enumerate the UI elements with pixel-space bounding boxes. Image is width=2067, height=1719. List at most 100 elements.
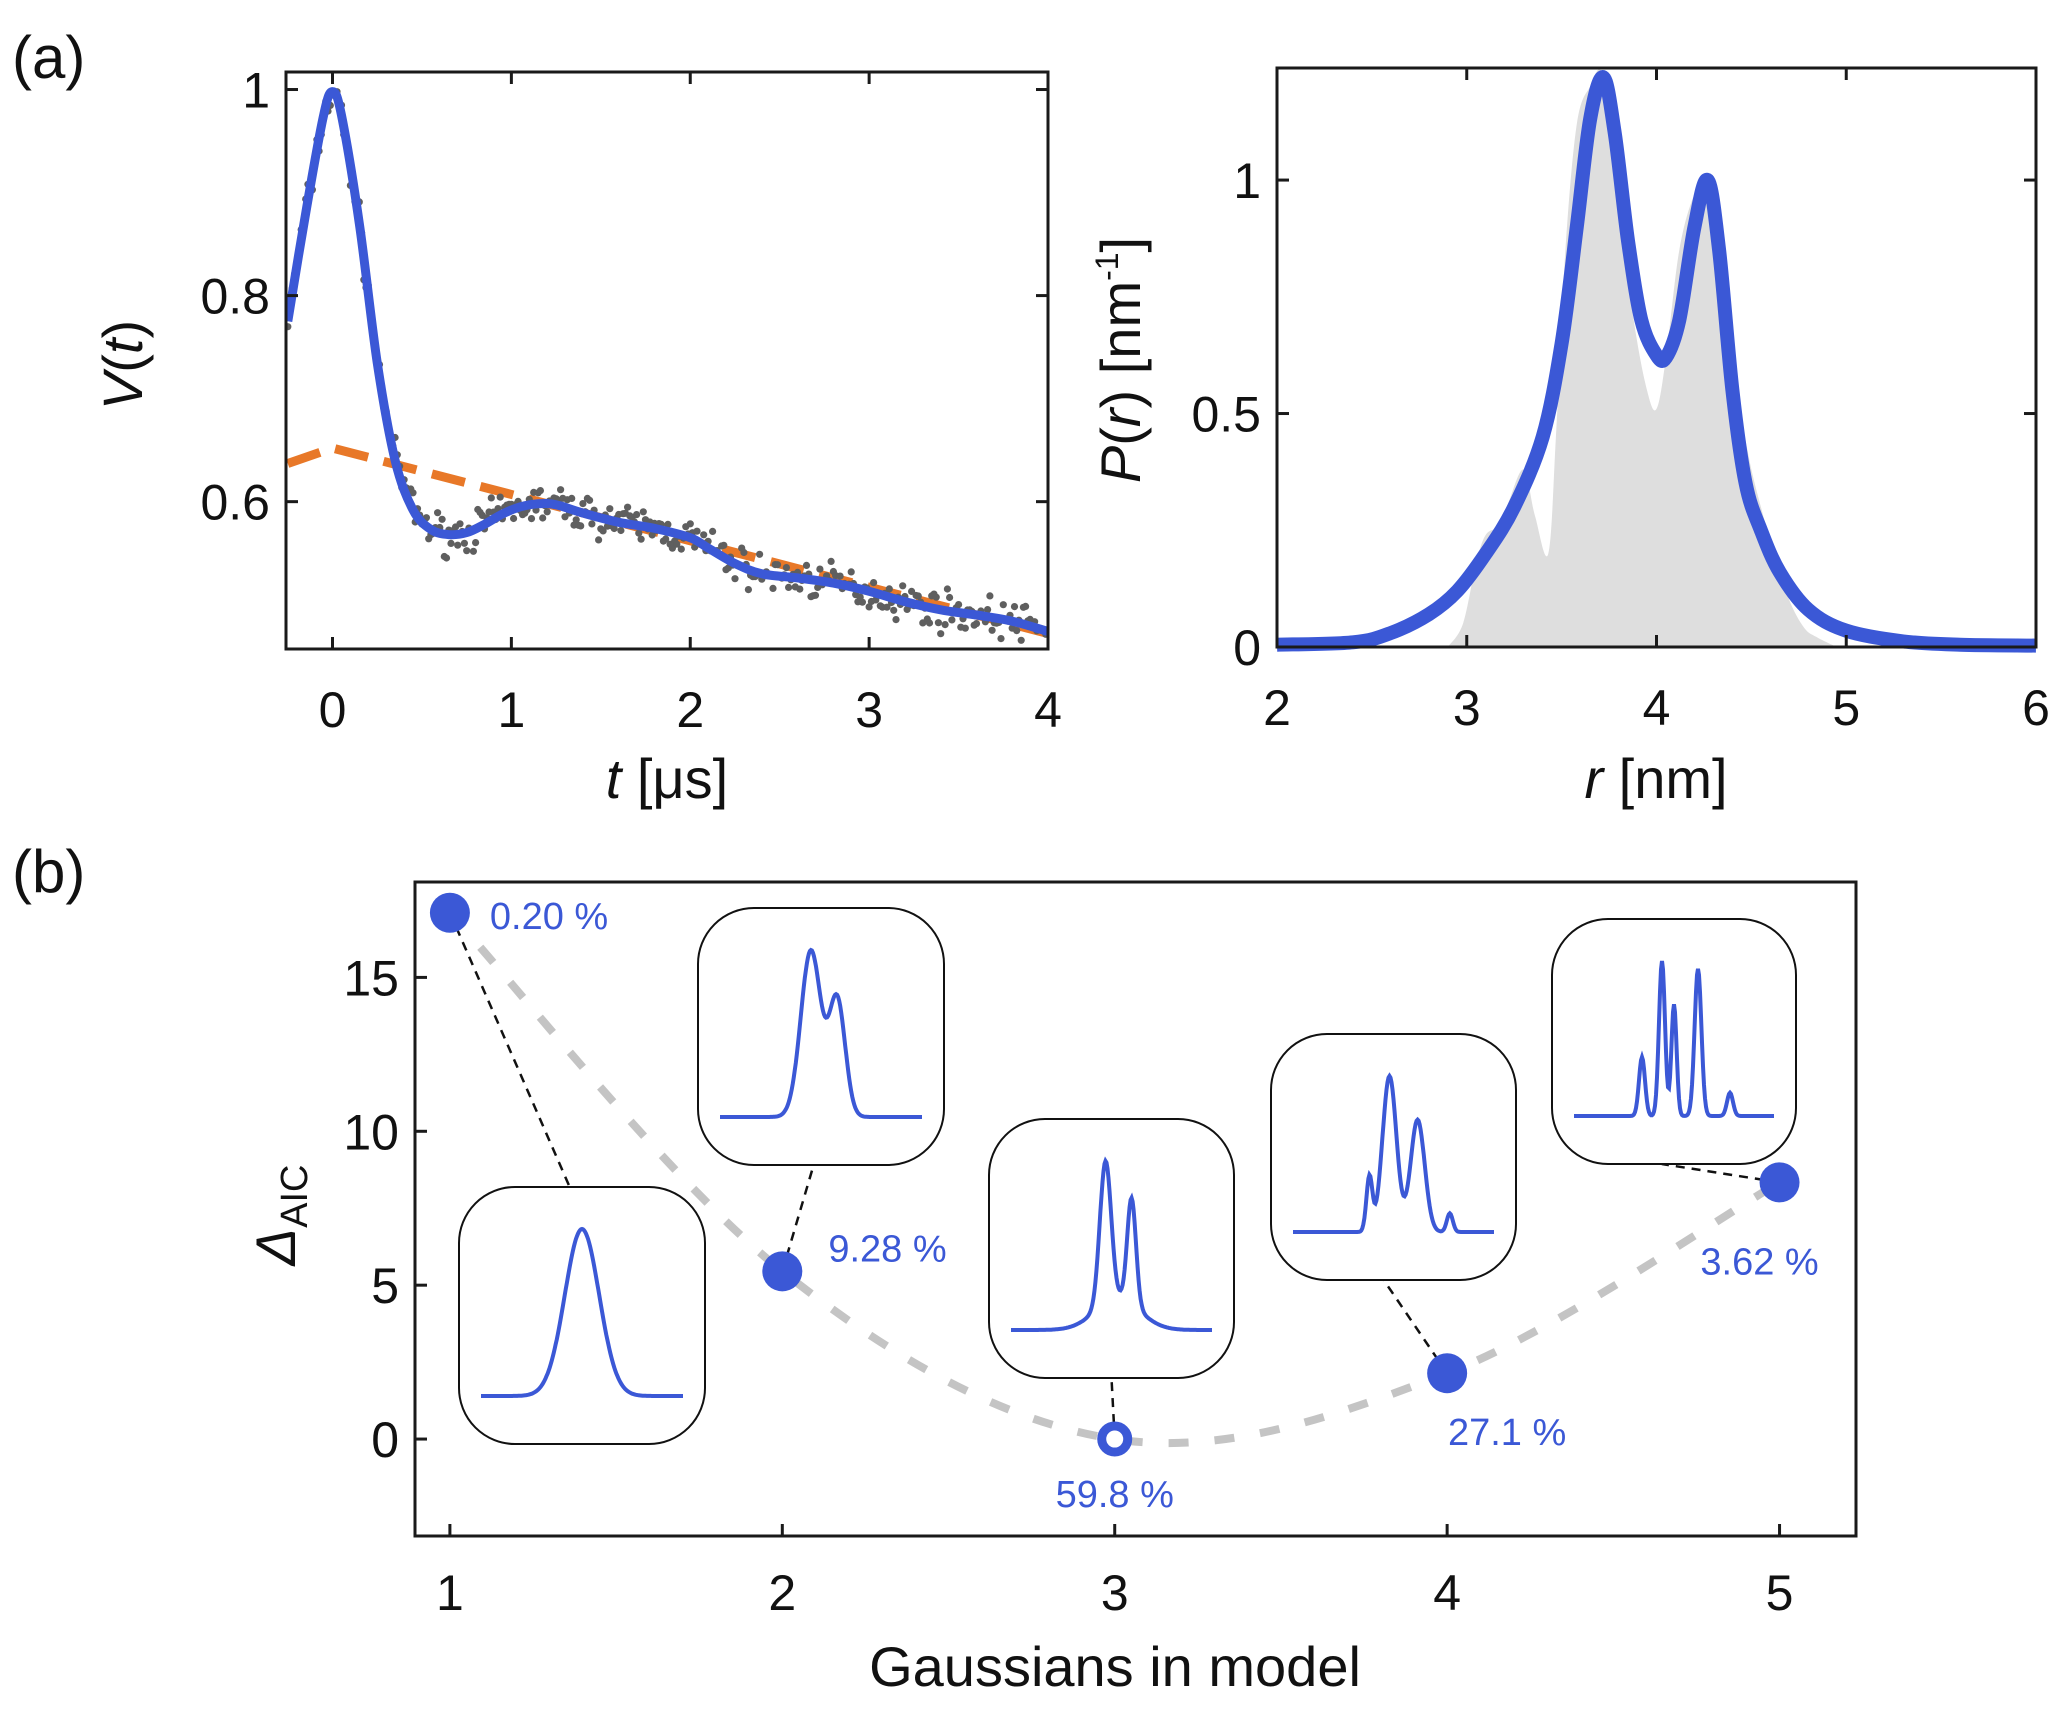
inset-connector bbox=[448, 912, 571, 1188]
model-point bbox=[1427, 1353, 1468, 1394]
x-tick-label: 5 bbox=[1832, 680, 1860, 736]
data-point bbox=[588, 520, 596, 528]
data-point bbox=[557, 486, 565, 494]
x-label-var: r bbox=[1584, 747, 1605, 810]
data-point bbox=[709, 527, 717, 536]
data-point bbox=[925, 619, 934, 627]
inset-distribution-curve bbox=[720, 947, 922, 1119]
y-tick-label: 0.8 bbox=[200, 269, 270, 325]
y-label-bracket-close: ] bbox=[1089, 237, 1152, 253]
data-point bbox=[454, 541, 462, 549]
data-point bbox=[937, 630, 945, 638]
data-point bbox=[731, 575, 739, 583]
reference-distribution-area bbox=[1447, 69, 1837, 648]
inset-frame bbox=[697, 907, 945, 1166]
data-point bbox=[487, 494, 495, 502]
data-point bbox=[1010, 603, 1019, 611]
data-point bbox=[1017, 636, 1025, 644]
data-point bbox=[1022, 602, 1030, 611]
data-point bbox=[756, 550, 764, 558]
model-selection-plot: 0.20 % 9.28 % 59.8 % 27.1 % 3.62 % 1 2 3 4 5 0 5 10… bbox=[244, 880, 1858, 1698]
data-point bbox=[720, 541, 728, 549]
y-label-paren-open: ( bbox=[1089, 427, 1152, 446]
data-point bbox=[509, 514, 518, 523]
data-point bbox=[617, 526, 625, 535]
x-tick-label: 3 bbox=[1453, 680, 1481, 736]
x-tick-label: 3 bbox=[855, 682, 883, 738]
data-point bbox=[948, 616, 956, 624]
x-label-unit: [μs] bbox=[621, 747, 728, 810]
data-point bbox=[1013, 627, 1021, 635]
signal-plot: 0 1 2 3 40.60.81 t [μs] V(t) bbox=[91, 63, 1062, 810]
data-point bbox=[961, 624, 969, 632]
y-tick-label: 0.6 bbox=[200, 475, 270, 531]
data-point bbox=[811, 591, 820, 599]
model-point bbox=[429, 892, 470, 933]
data-point bbox=[883, 603, 891, 611]
data-point bbox=[892, 616, 900, 624]
data-point bbox=[543, 508, 551, 516]
probability-label: 27.1 % bbox=[1448, 1412, 1566, 1454]
data-point bbox=[946, 593, 954, 602]
probability-label: 3.62 % bbox=[1700, 1241, 1818, 1283]
y-label-var: V bbox=[91, 368, 154, 410]
data-point bbox=[635, 529, 643, 537]
background-fit-line bbox=[286, 443, 1048, 638]
inset-model-3 bbox=[988, 1118, 1235, 1379]
model-selection-ticks: 1 2 3 4 5 0 5 10 15 bbox=[343, 950, 1793, 1621]
data-point bbox=[409, 489, 417, 497]
y-label-var: P bbox=[1089, 446, 1152, 483]
data-point bbox=[997, 635, 1005, 643]
inset-frame bbox=[1551, 918, 1797, 1165]
data-point bbox=[572, 516, 580, 524]
data-point bbox=[802, 561, 811, 570]
signal-plot-frame bbox=[284, 70, 1050, 651]
data-point bbox=[955, 601, 963, 609]
data-point bbox=[673, 540, 681, 548]
data-point bbox=[664, 520, 672, 529]
x-tick-label: 1 bbox=[497, 682, 525, 738]
data-point bbox=[606, 505, 614, 513]
inset-frame bbox=[1270, 1033, 1517, 1281]
data-point bbox=[648, 531, 656, 539]
data-point bbox=[740, 548, 748, 557]
x-tick-label: 2 bbox=[1263, 680, 1291, 736]
data-point bbox=[686, 520, 694, 528]
data-point bbox=[932, 593, 940, 601]
signal-fit-line bbox=[286, 87, 1048, 636]
model-selection-x-axis-label: Gaussians in model bbox=[869, 1635, 1361, 1698]
data-point bbox=[943, 585, 952, 593]
data-point bbox=[639, 508, 647, 516]
data-point bbox=[586, 496, 594, 504]
distribution-y-axis-label: P(r) [nm-1] bbox=[1089, 237, 1152, 483]
y-tick-label: 0 bbox=[371, 1412, 399, 1468]
distance-distribution-plot: 2 3 4 5 600.51 r [nm] P(r) [nm-1] bbox=[1089, 66, 2050, 810]
data-point bbox=[539, 514, 547, 522]
y-tick-label: 10 bbox=[343, 1104, 399, 1160]
y-label-var-t: t bbox=[91, 336, 154, 354]
data-point bbox=[769, 584, 777, 593]
signal-data-layer bbox=[286, 87, 1048, 644]
model-point-best bbox=[1097, 1421, 1133, 1457]
x-tick-label: 5 bbox=[1766, 1565, 1794, 1621]
y-label-superscript: -1 bbox=[1089, 252, 1125, 280]
y-label-paren-close: ) bbox=[91, 320, 154, 339]
inset-distribution-curve bbox=[1574, 960, 1774, 1118]
inset-distribution-curve bbox=[1293, 1072, 1494, 1234]
inset-model-2 bbox=[697, 907, 945, 1166]
data-point bbox=[469, 547, 477, 555]
data-point bbox=[568, 494, 576, 502]
distribution-fit-line bbox=[1276, 70, 2037, 653]
model-point bbox=[1759, 1162, 1800, 1203]
data-point bbox=[836, 572, 844, 580]
y-label-delta: Δ bbox=[244, 1228, 307, 1268]
data-point bbox=[434, 509, 442, 517]
x-tick-label: 0 bbox=[319, 682, 347, 738]
data-point bbox=[934, 619, 943, 627]
data-point bbox=[914, 592, 922, 600]
inset-model-5 bbox=[1551, 918, 1797, 1165]
data-point bbox=[527, 515, 536, 523]
data-point bbox=[988, 626, 996, 634]
data-point bbox=[890, 606, 898, 614]
